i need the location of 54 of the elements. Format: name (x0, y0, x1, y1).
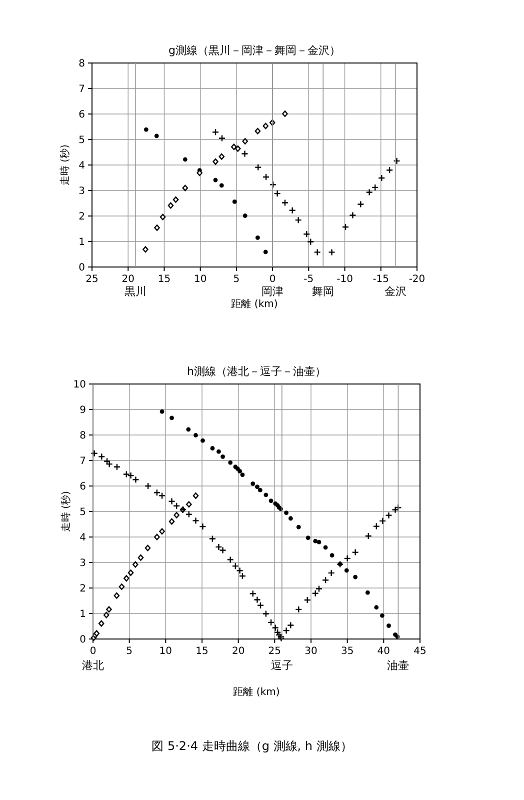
chart-title: h測線（港北－逗子－油壷） (187, 365, 326, 378)
y-tick-label: 0 (78, 262, 85, 274)
caption: 図 5·2·4 走時曲線（g 測線, h 測線） (152, 739, 352, 753)
x-tick-label: 15 (196, 646, 208, 657)
y-tick-label: 4 (78, 160, 85, 172)
y-tick-label: 5 (80, 507, 86, 518)
x-tick-label: 10 (194, 274, 207, 285)
x-tick-label: 35 (340, 646, 354, 657)
x-tick-label: -5 (304, 274, 314, 285)
ref-line-label: 金沢 (384, 285, 406, 298)
x-tick-label: 5 (233, 274, 240, 285)
y-tick-label: 8 (78, 58, 85, 70)
y-tick-label: 6 (78, 110, 85, 120)
x-tick-label: 5 (126, 646, 133, 657)
y-tick-label: 4 (80, 532, 86, 544)
chart-title: g測線（黒川－岡津－舞岡－金沢） (168, 44, 340, 57)
x-tick-label: -10 (336, 274, 353, 285)
y-tick-label: 3 (80, 558, 86, 569)
x-tick-label: 25 (268, 646, 282, 657)
ref-line-label: 岡津 (262, 285, 284, 298)
y-tick-label: 7 (78, 84, 85, 95)
ref-line-label: 舞岡 (312, 285, 334, 298)
y-axis-title: 走時 (秒) (59, 144, 71, 186)
x-tick-label: 20 (232, 646, 245, 657)
y-tick-label: 7 (80, 456, 86, 467)
y-tick-label: 6 (80, 482, 86, 492)
ref-line-label: 逗子 (270, 659, 293, 672)
x-tick-label: 45 (414, 646, 426, 657)
x-tick-label: -20 (408, 274, 426, 285)
y-tick-label: 1 (80, 609, 86, 620)
y-tick-label: 1 (78, 237, 85, 248)
ref-line-label: 黒川 (124, 285, 146, 298)
y-tick-label: 0 (80, 634, 86, 646)
x-tick-label: 10 (159, 646, 172, 657)
y-tick-label: 3 (78, 186, 85, 197)
y-tick-label: 5 (78, 135, 85, 146)
y-tick-label: 10 (73, 380, 86, 390)
x-tick-label: 0 (269, 274, 276, 285)
y-tick-label: 8 (80, 430, 86, 442)
x-tick-label: 15 (158, 274, 171, 285)
y-axis-title: 走時 (秒) (60, 490, 72, 532)
x-tick-label: 25 (86, 274, 98, 285)
y-tick-label: 9 (80, 405, 86, 416)
x-tick-label: -15 (372, 274, 390, 285)
ref-line-label: 油壷 (387, 659, 410, 672)
x-tick-label: 30 (304, 646, 318, 657)
x-tick-label: 20 (122, 274, 134, 285)
x-axis-title: 距離 (km) (231, 298, 278, 310)
ref-line-label: 港北 (82, 659, 104, 672)
y-tick-label: 2 (78, 212, 85, 222)
y-tick-label: 2 (80, 584, 86, 594)
x-axis-title: 距離 (km) (233, 686, 280, 698)
x-tick-label: 40 (377, 646, 390, 657)
x-tick-label: 0 (90, 646, 96, 657)
